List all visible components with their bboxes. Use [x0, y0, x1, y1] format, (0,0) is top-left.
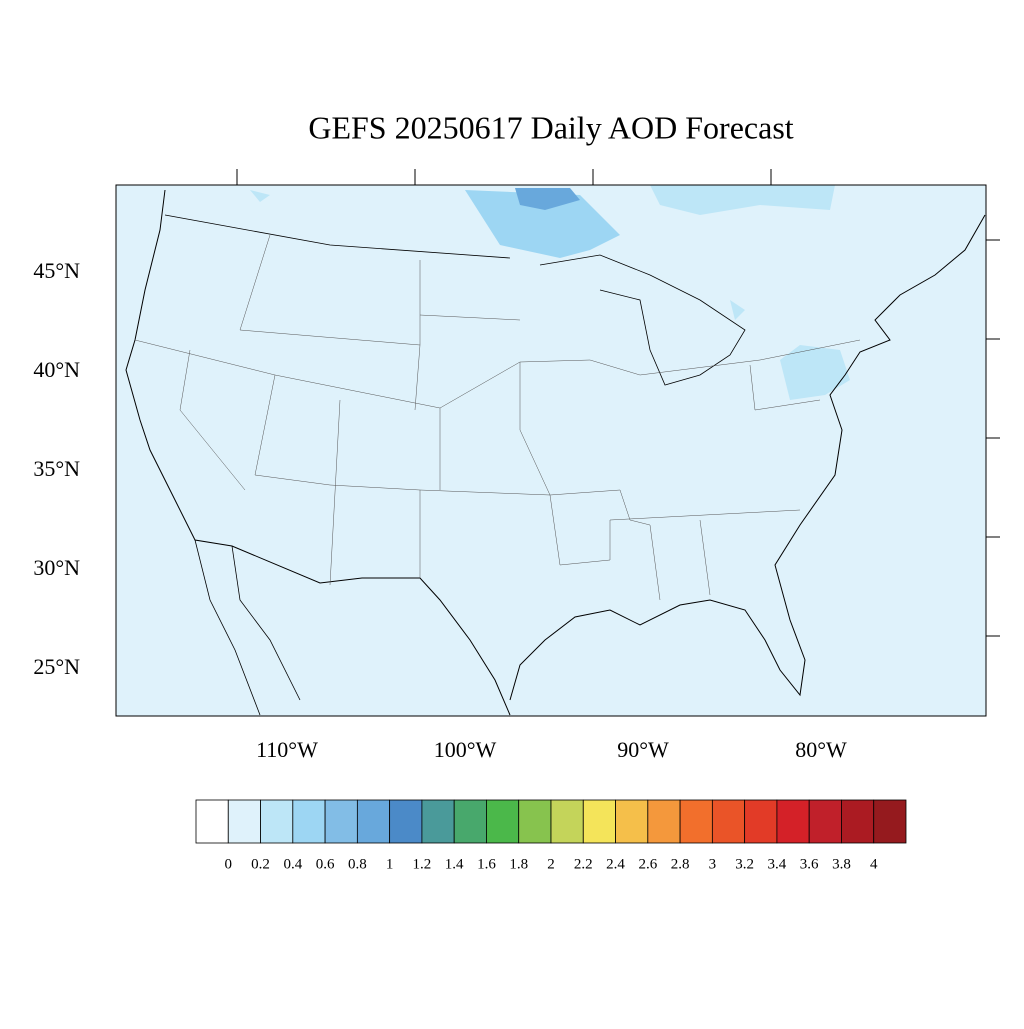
colorbar-box	[227, 799, 261, 844]
colorbar-label: 0.8	[348, 856, 367, 872]
colorbar-label: 2.6	[638, 856, 657, 872]
colorbar-box	[260, 799, 294, 844]
colorbar-box	[421, 799, 455, 844]
lon-label: 90°W	[617, 737, 669, 762]
colorbar-label: 1.8	[509, 856, 528, 872]
lat-label: 40°N	[33, 357, 80, 382]
colorbar-box	[195, 799, 229, 844]
colorbar-box	[808, 799, 842, 844]
colorbar-label: 2.8	[671, 856, 690, 872]
aod-patch	[780, 345, 850, 400]
state-borders	[134, 234, 861, 601]
colorbar-label: 1.6	[477, 856, 496, 872]
lon-label: 100°W	[434, 737, 497, 762]
colorbar-box	[582, 799, 616, 844]
lon-label: 110°W	[256, 737, 318, 762]
colorbar-box	[292, 799, 326, 844]
colorbar-label: 1.2	[413, 856, 432, 872]
colorbar-box	[486, 799, 520, 844]
colorbar-box	[873, 799, 907, 844]
colorbar-box	[615, 799, 649, 844]
axes: 25°N 30°N 35°N 40°N 45°N 110°W 100°W 90°W 80°W	[33, 169, 1000, 762]
colorbar-label: 4	[870, 856, 878, 872]
colorbar-label: 1.4	[445, 856, 464, 872]
colorbar-box	[550, 799, 584, 844]
colorbar-box	[679, 799, 713, 844]
colorbar-box	[518, 799, 552, 844]
colorbar-label: 1	[386, 856, 394, 872]
colorbar-label: 3	[709, 856, 717, 872]
colorbar-label: 0.6	[316, 856, 335, 872]
title: GEFS 20250617 Daily AOD Forecast	[308, 109, 793, 145]
colorbar-label: 2.4	[606, 856, 625, 872]
colorbar-label: 0.4	[283, 856, 302, 872]
lat-label: 45°N	[33, 258, 80, 283]
colorbar-box	[389, 799, 423, 844]
lat-label: 30°N	[33, 555, 80, 580]
colorbar-label: 3.6	[800, 856, 819, 872]
colorbar-box	[711, 799, 746, 844]
map-background	[116, 185, 986, 716]
aod-patch	[455, 185, 835, 215]
colorbar-label: 3.8	[832, 856, 851, 872]
colorbar-box	[647, 799, 681, 844]
colorbar-label: 2.2	[574, 856, 593, 872]
coastline	[164, 214, 746, 716]
map	[115, 184, 987, 717]
colorbar-box	[841, 799, 875, 844]
colorbar-label: 3.4	[768, 856, 787, 872]
map-frame	[115, 184, 987, 717]
lat-label: 35°N	[33, 456, 80, 481]
colorbar-label: 0.2	[251, 856, 270, 872]
colorbar-box	[324, 799, 358, 844]
colorbar-box	[776, 799, 810, 844]
colorbar-label: 3.2	[735, 856, 754, 872]
colorbar-label: 2	[547, 856, 555, 872]
colorbar-box	[744, 799, 778, 844]
lat-label: 25°N	[33, 654, 80, 679]
colorbar-box	[356, 799, 391, 844]
colorbar-label: 0	[225, 856, 233, 872]
aod-patch	[465, 190, 620, 258]
colorbar: 0 0.2 0.4 0.6 0.8 1 1.2 1.4 1.6 1.8 2 2.2 2.4 2.6 2.8 3…	[195, 799, 907, 872]
lon-label: 80°W	[795, 737, 847, 762]
colorbar-box	[453, 799, 487, 844]
aod-patch	[515, 188, 580, 210]
